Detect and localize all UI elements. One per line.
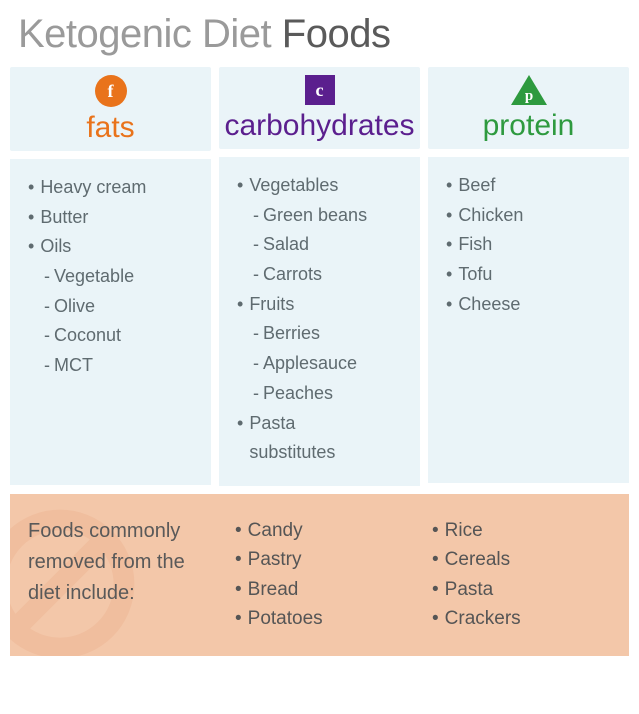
column-header-fats: f fats — [10, 67, 211, 151]
list-subitem: -Applesauce — [237, 349, 406, 379]
fats-icon: f — [10, 75, 211, 107]
title-dark: Foods — [282, 12, 391, 56]
list-item: •Beef — [446, 171, 615, 201]
list-item: •Butter — [28, 203, 197, 233]
page-title: Ketogenic Diet Foods — [0, 0, 639, 67]
footer-panel: Foods commonly removed from the diet inc… — [10, 494, 629, 656]
footer-item: •Rice — [432, 516, 615, 545]
column-fats: f fats •Heavy cream•Butter•Oils-Vegetabl… — [10, 67, 211, 486]
list-item: •Pasta — [237, 409, 406, 439]
list-item: •Tofu — [446, 260, 615, 290]
title-light: Ketogenic Diet — [18, 12, 282, 56]
list-item: •Vegetables — [237, 171, 406, 201]
footer-item: •Pastry — [235, 545, 418, 574]
footer-item: •Candy — [235, 516, 418, 545]
footer-item: •Crackers — [432, 604, 615, 633]
list-item: •Cheese — [446, 290, 615, 320]
list-subitem: -Salad — [237, 230, 406, 260]
list-item: •substitutes — [237, 438, 406, 468]
list-subitem: -MCT — [28, 351, 197, 381]
footer-text: Foods commonly removed from the diet inc… — [28, 516, 221, 634]
list-item: •Fruits — [237, 290, 406, 320]
list-subitem: -Berries — [237, 319, 406, 349]
list-subitem: -Green beans — [237, 201, 406, 231]
column-protein: p protein •Beef•Chicken•Fish•Tofu•Cheese — [428, 67, 629, 486]
footer-list-1: •Candy•Pastry•Bread•Potatoes — [221, 516, 418, 634]
carbs-list: •Vegetables-Green beans-Salad-Carrots•Fr… — [219, 157, 420, 486]
fats-label: fats — [10, 111, 211, 145]
protein-label: protein — [428, 109, 629, 143]
footer-item: •Pasta — [432, 575, 615, 604]
list-subitem: -Carrots — [237, 260, 406, 290]
footer-item: •Potatoes — [235, 604, 418, 633]
list-subitem: -Vegetable — [28, 262, 197, 292]
list-item: •Heavy cream — [28, 173, 197, 203]
column-carbs: c carbohydrates •Vegetables-Green beans-… — [219, 67, 420, 486]
footer-item: •Cereals — [432, 545, 615, 574]
svg-text:p: p — [524, 88, 532, 104]
column-header-carbs: c carbohydrates — [219, 67, 420, 149]
carbs-icon: c — [219, 75, 420, 105]
footer-list-2: •Rice•Cereals•Pasta•Crackers — [418, 516, 615, 634]
infographic: Ketogenic Diet Foods f fats •Heavy cream… — [0, 0, 639, 656]
carbs-label: carbohydrates — [219, 109, 420, 143]
list-item: •Oils — [28, 232, 197, 262]
list-item: •Chicken — [446, 201, 615, 231]
list-subitem: -Coconut — [28, 321, 197, 351]
list-subitem: -Peaches — [237, 379, 406, 409]
list-subitem: -Olive — [28, 292, 197, 322]
columns-row: f fats •Heavy cream•Butter•Oils-Vegetabl… — [0, 67, 639, 486]
list-item: •Fish — [446, 230, 615, 260]
fats-list: •Heavy cream•Butter•Oils-Vegetable-Olive… — [10, 159, 211, 485]
protein-list: •Beef•Chicken•Fish•Tofu•Cheese — [428, 157, 629, 483]
footer-item: •Bread — [235, 575, 418, 604]
protein-icon: p — [428, 75, 629, 105]
column-header-protein: p protein — [428, 67, 629, 149]
